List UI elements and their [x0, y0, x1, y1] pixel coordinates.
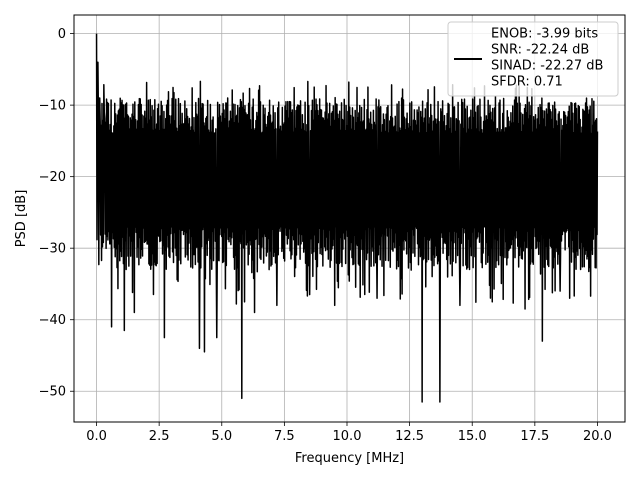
x-tick-label: 15.0	[458, 429, 487, 444]
y-axis-label: PSD [dB]	[14, 190, 29, 248]
legend-entry: ENOB: -3.99 bits	[491, 27, 598, 42]
psd-line	[95, 33, 599, 403]
legend-box	[447, 21, 619, 97]
x-tick-label: 12.5	[395, 429, 424, 444]
y-tick-label: 0	[58, 27, 66, 42]
legend-entry: SFDR: 0.71	[491, 75, 563, 90]
x-tick-label: 10.0	[333, 429, 362, 444]
x-tick-label: 0.0	[86, 429, 107, 444]
x-tick-label: 7.5	[274, 429, 295, 444]
y-tick-label: −20	[39, 170, 66, 185]
y-tick-label: −40	[39, 313, 66, 328]
x-axis: 0.0 2.5 5.0 7.5 10.0 12.5 15.0 17.5 20.0	[86, 422, 612, 444]
x-tick-label: 5.0	[211, 429, 232, 444]
legend-entry: SINAD: -22.27 dB	[491, 59, 603, 74]
y-tick-label: −50	[39, 385, 66, 400]
y-axis: 0 −10 −20 −30 −40 −50	[39, 27, 74, 400]
axes-frame	[73, 14, 626, 423]
y-tick-label: −10	[39, 99, 66, 114]
psd-series	[95, 33, 599, 403]
y-tick-label: −30	[39, 242, 66, 257]
x-tick-label: 2.5	[149, 429, 170, 444]
x-axis-label: Frequency [MHz]	[295, 451, 404, 466]
x-tick-label: 20.0	[583, 429, 612, 444]
x-tick-label: 17.5	[520, 429, 549, 444]
legend-entry: SNR: -22.24 dB	[491, 43, 589, 58]
